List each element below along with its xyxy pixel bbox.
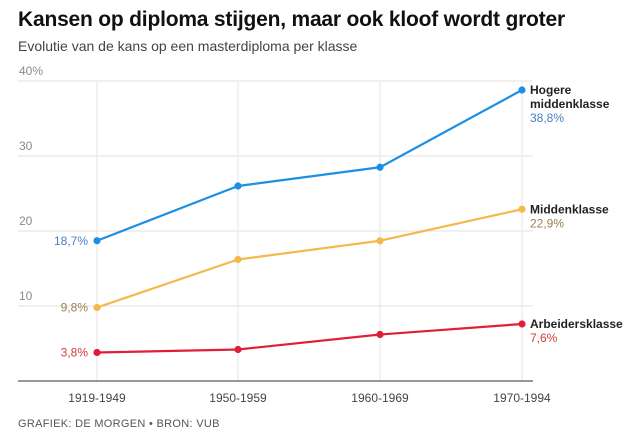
data-point-1-1	[234, 255, 242, 264]
data-point-0-3	[518, 86, 526, 94]
chart-footer: GRAFIEK: DE MORGEN • BRON: VUB	[18, 418, 220, 430]
data-point-1-0	[93, 303, 101, 312]
start-value-label-1: 9,8%	[61, 301, 89, 315]
data-point-1-2	[376, 237, 384, 245]
y-tick-label-3: 40%	[19, 64, 43, 78]
x-tick-label-0: 1919-1949	[68, 391, 126, 405]
series-name-label-0-1: middenklasse	[530, 97, 610, 111]
chart-title: Kansen op diploma stijgen, maar ook kloo…	[18, 8, 565, 31]
start-value-label-0: 18,7%	[54, 234, 88, 248]
x-tick-label-2: 1960-1969	[351, 391, 409, 405]
data-point-0-1	[234, 182, 242, 190]
data-point-2-0	[93, 348, 101, 357]
data-point-1-3	[518, 205, 526, 213]
series-name-label-1-0: Middenklasse	[530, 202, 609, 216]
end-value-label-2: 7,6%	[530, 331, 558, 345]
start-value-label-2: 3,8%	[61, 346, 89, 360]
chart-subtitle: Evolutie van de kans op een masterdiplom…	[18, 38, 358, 54]
x-tick-label-1: 1950-1959	[209, 391, 267, 405]
data-point-0-0	[93, 237, 101, 245]
series-line-2	[96, 322, 523, 354]
y-tick-label-2: 30	[19, 139, 33, 153]
end-value-label-1: 22,9%	[530, 216, 564, 230]
data-point-2-3	[518, 320, 526, 328]
series-name-label-2-0: Arbeidersklasse	[530, 317, 623, 331]
end-value-label-0: 38,8%	[530, 111, 564, 125]
x-tick-label-3: 1970-1994	[493, 391, 551, 405]
series-line-1	[96, 208, 523, 309]
y-tick-label-0: 10	[19, 289, 33, 303]
data-point-0-2	[376, 163, 384, 171]
series-name-label-0-0: Hogere	[530, 83, 572, 97]
data-point-2-2	[376, 330, 384, 339]
y-tick-label-1: 20	[19, 214, 33, 228]
data-point-2-1	[234, 345, 242, 354]
series-line-0	[96, 89, 523, 242]
